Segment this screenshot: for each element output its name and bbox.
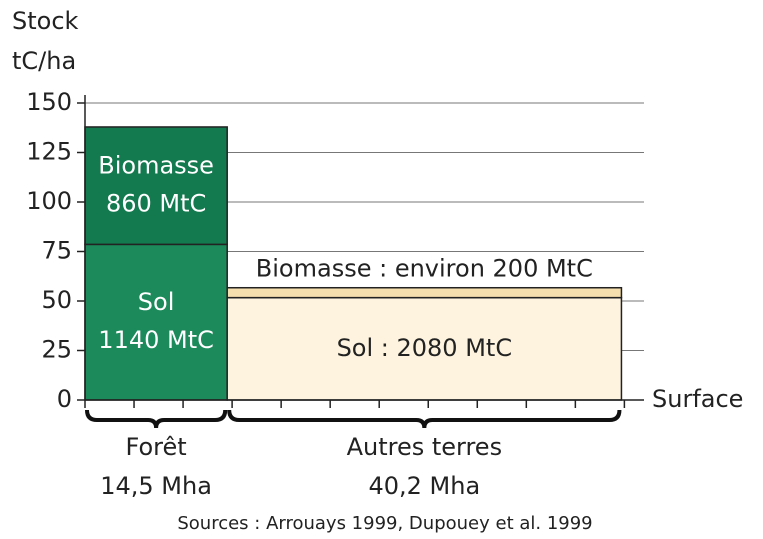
segment bbox=[84, 243, 228, 401]
segment-label: 1140 MtC bbox=[98, 326, 214, 354]
brace bbox=[227, 409, 622, 429]
y-tick-label: 0 bbox=[57, 385, 72, 413]
segment bbox=[84, 126, 228, 246]
y-label: Stock bbox=[12, 7, 79, 35]
y-tick-label: 100 bbox=[26, 187, 72, 215]
y-tick-label: 25 bbox=[41, 336, 72, 364]
source: Sources : Arrouays 1999, Dupouey et al. … bbox=[177, 513, 592, 534]
segment-label: Biomasse bbox=[98, 152, 214, 180]
x-label: Surface bbox=[652, 385, 743, 413]
y-tick-label: 125 bbox=[26, 138, 72, 166]
segment bbox=[226, 296, 623, 401]
y-tick-label: 75 bbox=[41, 237, 72, 265]
segment-label: 860 MtC bbox=[106, 190, 206, 218]
y-tick-label: 50 bbox=[41, 286, 72, 314]
segment-label: Biomasse : environ 200 MtC bbox=[256, 255, 593, 283]
y-tick-label: 150 bbox=[26, 88, 72, 116]
brace bbox=[85, 409, 228, 429]
width-label: 14,5 Mha bbox=[100, 472, 212, 500]
segment-label: Sol : 2080 MtC bbox=[337, 334, 513, 362]
segment-label: Sol bbox=[138, 288, 175, 316]
category-label: Forêt bbox=[126, 433, 187, 461]
category-label: Autres terres bbox=[347, 433, 503, 461]
segment bbox=[226, 286, 623, 299]
y-label: tC/ha bbox=[12, 47, 76, 75]
width-label: 40,2 Mha bbox=[368, 472, 480, 500]
